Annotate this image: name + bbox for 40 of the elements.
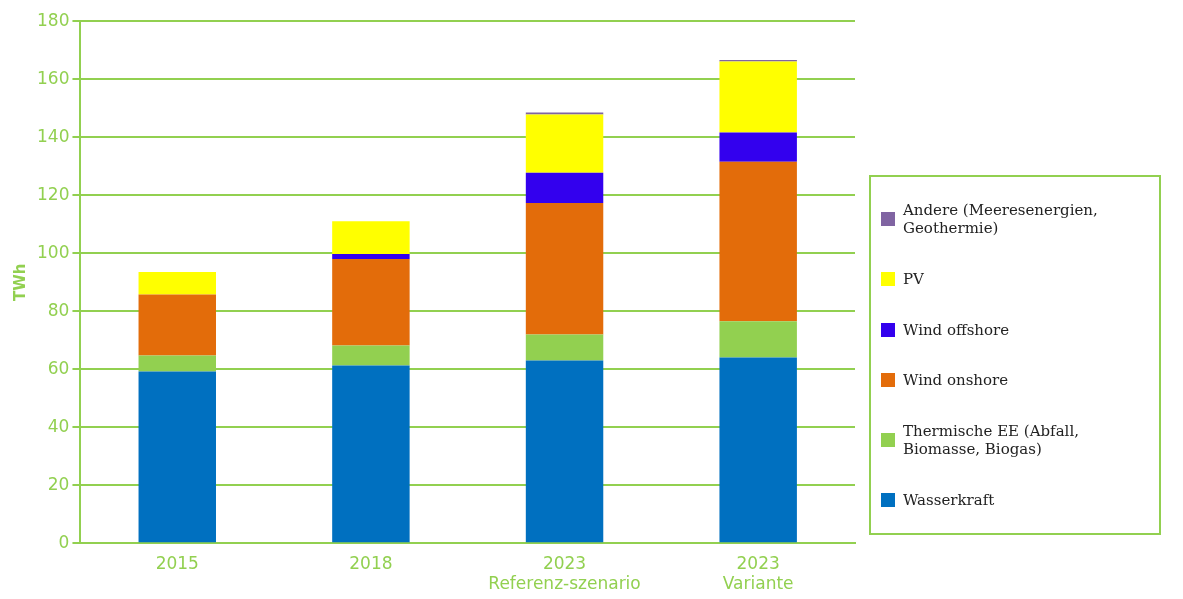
- y-tick-label: 160: [36, 67, 70, 88]
- bar: [525, 172, 604, 204]
- legend-label: Thermische EE (Abfall, Biomasse, Biogas): [903, 421, 1080, 458]
- bar: [332, 365, 410, 543]
- y-tick-label: 0: [58, 531, 70, 552]
- bar: [138, 371, 216, 543]
- y-tick-label: 120: [36, 183, 70, 204]
- bar: [719, 321, 797, 358]
- legend-label: PV: [903, 269, 924, 288]
- legend-label: Wind onshore: [903, 371, 1009, 390]
- x-tick-label: 2023 Variante: [722, 552, 794, 594]
- y-tick-label: 180: [36, 9, 70, 30]
- bar: [719, 357, 797, 543]
- x-tick-label: 2023 Referenz-szenario: [488, 552, 641, 594]
- bar: [525, 360, 604, 543]
- y-tick-label: 140: [36, 125, 70, 146]
- x-tick-label: 2015: [155, 552, 199, 573]
- bar: [525, 334, 604, 361]
- y-tick-label: 20: [47, 473, 70, 494]
- y-axis-title: TWh: [10, 263, 29, 301]
- legend-label: Wind offshore: [903, 320, 1010, 339]
- bar: [719, 132, 797, 162]
- y-tick-label: 100: [36, 241, 70, 262]
- bar: [332, 221, 410, 255]
- bar: [332, 345, 410, 366]
- legend-label: Andere (Meeresenergien, Geothermie): [903, 201, 1099, 238]
- bar: [525, 112, 604, 115]
- legend-label: Wasserkraft: [903, 490, 995, 509]
- bar: [719, 161, 797, 322]
- y-tick-label: 40: [47, 415, 70, 436]
- y-tick-label: 80: [47, 299, 70, 320]
- bar: [138, 294, 216, 356]
- bar: [525, 203, 604, 335]
- bar: [138, 272, 216, 295]
- y-tick-label: 60: [47, 357, 70, 378]
- bar: [719, 61, 797, 133]
- x-tick-label: 2018: [349, 552, 393, 573]
- bar: [332, 254, 410, 259]
- bar: [332, 259, 410, 346]
- bar: [525, 114, 604, 173]
